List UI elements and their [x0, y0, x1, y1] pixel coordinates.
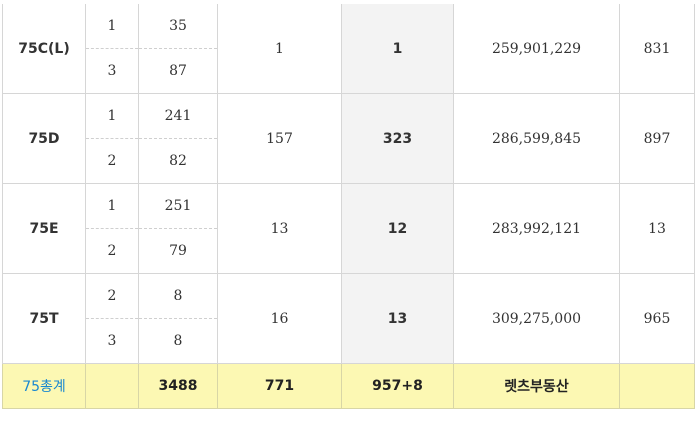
col-c: 16 [217, 273, 342, 364]
col-e: 283,992,121 [453, 183, 620, 274]
table-row: 75D 1 241 157 323 286,599,845 897 [2, 93, 695, 184]
sales-table: 75C(L) 1 35 1 1 259,901,229 831 3 87 75D… [2, 4, 695, 409]
total-row: 75총계 3488 771 957+8 렛츠부동산 [2, 363, 695, 409]
sub-col-a: 1 [85, 93, 139, 139]
total-col-a [85, 363, 139, 409]
sub-col-a: 3 [85, 48, 139, 94]
col-f: 13 [619, 183, 695, 274]
table-row: 2 82 [3, 138, 695, 184]
col-d: 1 [341, 4, 454, 94]
col-c: 13 [217, 183, 342, 274]
total-col-e: 렛츠부동산 [453, 363, 620, 409]
unit-type-cell: 75T [2, 273, 86, 364]
table-row: 75T 2 8 16 13 309,275,000 965 [2, 273, 695, 364]
sub-col-b: 8 [138, 318, 218, 364]
col-c: 1 [217, 4, 342, 94]
table-row: 2 79 [3, 228, 695, 274]
table-row: 75C(L) 1 35 1 1 259,901,229 831 [2, 4, 695, 94]
col-e: 309,275,000 [453, 273, 620, 364]
col-f: 897 [619, 93, 695, 184]
col-f: 965 [619, 273, 695, 364]
total-col-d: 957+8 [341, 363, 454, 409]
sub-col-b: 35 [138, 4, 218, 49]
unit-type-cell: 75D [2, 93, 86, 184]
sub-col-a: 1 [85, 183, 139, 229]
sub-col-a: 2 [85, 228, 139, 274]
col-d: 13 [341, 273, 454, 364]
col-e: 286,599,845 [453, 93, 620, 184]
total-label: 75총계 [2, 363, 86, 409]
total-col-c: 771 [217, 363, 342, 409]
col-d: 12 [341, 183, 454, 274]
sub-col-a: 1 [85, 4, 139, 49]
table-row: 75E 1 251 13 12 283,992,121 13 [2, 183, 695, 274]
sub-col-b: 251 [138, 183, 218, 229]
total-col-f [619, 363, 695, 409]
sub-col-a: 2 [85, 138, 139, 184]
sub-col-b: 8 [138, 273, 218, 319]
col-c: 157 [217, 93, 342, 184]
sub-col-a: 2 [85, 273, 139, 319]
total-col-b: 3488 [138, 363, 218, 409]
col-f: 831 [619, 4, 695, 94]
sub-col-b: 87 [138, 48, 218, 94]
sub-col-b: 82 [138, 138, 218, 184]
col-e: 259,901,229 [453, 4, 620, 94]
table-row: 3 8 [3, 318, 695, 364]
sub-col-a: 3 [85, 318, 139, 364]
sub-col-b: 241 [138, 93, 218, 139]
unit-type-cell: 75C(L) [2, 4, 86, 94]
unit-type-cell: 75E [2, 183, 86, 274]
col-d: 323 [341, 93, 454, 184]
table-row: 3 87 [3, 48, 695, 94]
sub-col-b: 79 [138, 228, 218, 274]
